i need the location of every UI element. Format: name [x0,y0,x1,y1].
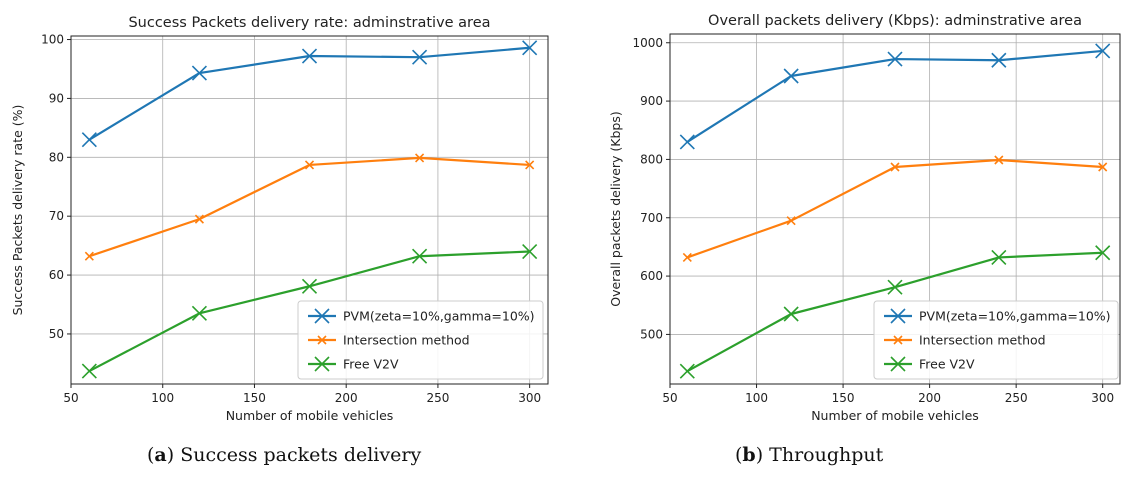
series-1-point [1095,43,1111,59]
chart-a: 50 100 150 200 250 300 50 60 70 80 90 100 Success Pa… [10,15,549,423]
series-1-point [301,48,318,64]
y-tick-label: 600 [640,269,663,283]
x-tick-label: 200 [335,391,358,405]
x-tick-label: 250 [426,391,449,405]
series-1-point [679,134,695,150]
series-2-point [525,160,535,170]
x-tick-label: 300 [518,391,541,405]
series-3-point [679,363,695,379]
y-tick-label: 100 [41,33,64,47]
series-1-point [783,68,799,84]
x-tick-label: 100 [745,391,768,405]
caption-a-text: Success packets delivery [180,444,422,466]
plot-frame [70,35,549,385]
x-axis-label: Number of mobile vehicles [811,408,979,423]
series-2-point [415,153,425,163]
legend-marker-2 [893,335,903,345]
series-line-1 [88,46,530,141]
legend-label-3: Free V2V [919,357,975,372]
legend-marker-3 [890,356,906,372]
series-2-point [304,160,315,170]
series-1-point [412,49,428,65]
chart-title: Overall packets delivery (Kbps): adminst… [708,13,1082,29]
chart-title: Success Packets delivery rate: adminstra… [128,15,490,31]
series-line-2 [88,156,530,258]
legend: PVM(zeta=10%,gamma=10%) Intersection meth… [297,300,544,380]
series-1-point [991,52,1007,68]
series-3-point [1095,245,1111,261]
caption-b-letter: b [742,444,756,466]
series-2-point [84,251,94,261]
series-1-point [81,132,97,148]
legend-marker-1 [314,308,330,324]
y-tick-label: 500 [640,327,663,341]
legend-marker-2 [317,335,327,345]
chart-b: 50 100 150 200 250 300 500 600 700 800 900 1000 Over… [608,13,1121,423]
series-2-point [194,214,204,224]
series-2-point [890,162,900,172]
x-axis-label: Number of mobile vehicles [226,408,394,423]
y-tick-label: 900 [640,94,663,108]
y-tick-label: 800 [640,152,663,166]
series-3-point [783,306,799,322]
series-1-point [887,51,903,67]
plot-frame [669,33,1121,385]
series-3-point [991,249,1007,265]
y-tick-label: 60 [49,268,64,282]
series-1-point [522,40,538,56]
y-tick-label: 1000 [632,36,663,50]
x-tick-label: 250 [1005,391,1028,405]
legend-label-2: Intersection method [343,333,470,348]
x-tick-label: 50 [662,391,677,405]
y-axis-label: Overall packets delivery (Kbps) [608,111,623,306]
series-3-point [887,279,903,295]
legend-label-2: Intersection method [919,333,1046,348]
x-tick-label: 200 [918,391,941,405]
legend-label-1: PVM(zeta=10%,gamma=10%) [343,309,535,324]
x-tick-label: 100 [151,391,174,405]
y-tick-label: 70 [49,209,64,223]
caption-b-text: Throughput [769,444,884,466]
caption-b: (b) Throughput [735,444,884,466]
x-tick-label: 150 [832,391,855,405]
series-3-point [412,248,428,264]
legend: PVM(zeta=10%,gamma=10%) Intersection meth… [873,300,1119,380]
legend-box [873,300,1119,380]
caption-a-letter: a [154,444,167,466]
y-axis-label: Success Packets delivery rate (%) [10,105,25,316]
legend-marker-1 [890,308,906,324]
caption-a: (a) Success packets delivery [147,444,422,466]
legend-label-3: Free V2V [343,357,399,372]
y-tick-label: 80 [49,150,64,164]
series-2-point [786,216,796,226]
y-tick-label: 50 [49,327,64,341]
series-line-2 [686,158,1103,259]
y-tick-label: 700 [640,211,663,225]
x-tick-label: 150 [243,391,266,405]
series-2-point [682,252,692,262]
x-tick-label: 50 [63,391,78,405]
series-3-point [191,305,207,321]
x-tick-label: 300 [1091,391,1114,405]
series-3-point [522,243,538,260]
y-tick-label: 90 [49,91,64,105]
series-3-point [81,363,97,379]
legend-box [297,300,544,380]
series-2-point [994,155,1004,165]
series-2-point [1098,162,1108,172]
series-1-point [191,65,207,81]
legend-label-1: PVM(zeta=10%,gamma=10%) [919,309,1111,324]
series-3-point [301,278,318,294]
legend-marker-3 [314,356,330,372]
series-line-1 [686,49,1103,143]
